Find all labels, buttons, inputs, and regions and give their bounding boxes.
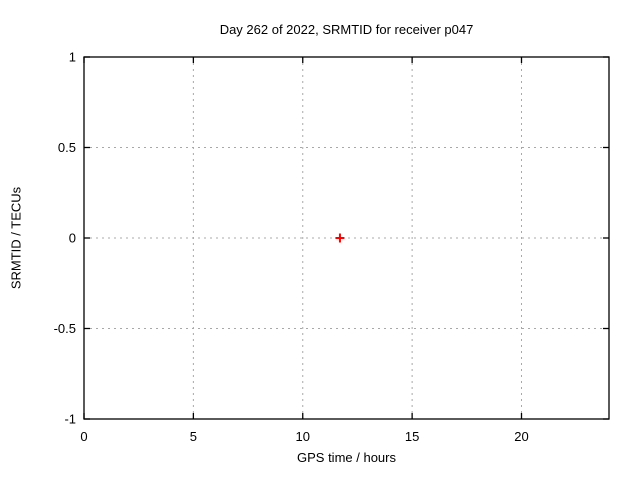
y-tick-label: -1	[64, 412, 76, 427]
x-tick-label: 10	[296, 429, 310, 444]
x-tick-label: 0	[80, 429, 87, 444]
chart-title: Day 262 of 2022, SRMTID for receiver p04…	[219, 22, 474, 37]
y-tick-label: 0.5	[58, 140, 76, 155]
y-tick-label: -0.5	[54, 321, 76, 336]
y-tick-label: 1	[69, 50, 76, 65]
x-tick-label: 20	[514, 429, 528, 444]
y-tick-label: 0	[69, 231, 76, 246]
x-axis-label: GPS time / hours	[297, 450, 396, 465]
x-tick-label: 5	[190, 429, 197, 444]
x-tick-label: 15	[405, 429, 419, 444]
